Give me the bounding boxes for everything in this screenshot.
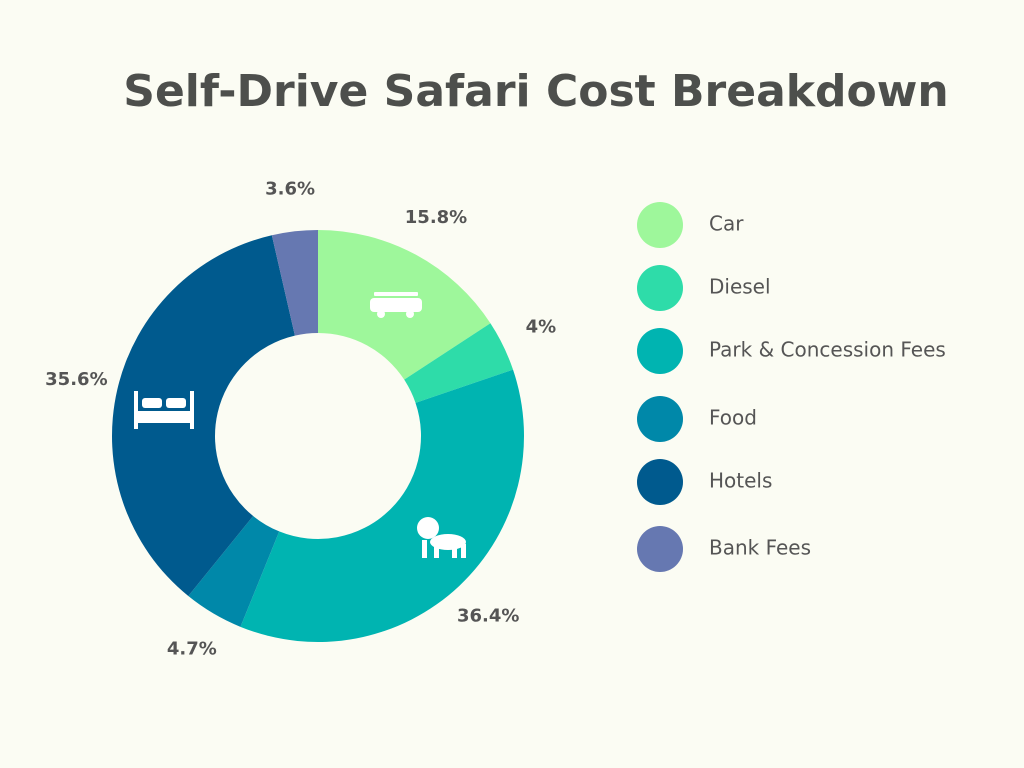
- value-labels: 15.8% 4% 36.4% 4.7% 35.6% 3.6%: [45, 179, 556, 660]
- donut-slice: [111, 235, 295, 597]
- lion-icon: [417, 517, 466, 558]
- legend: Car Diesel Park & Concession Fees Food Hotel…: [637, 202, 946, 572]
- bed-icon: [134, 391, 194, 429]
- legend-label: Bank Fees: [709, 536, 811, 560]
- value-label: 15.8%: [405, 207, 467, 228]
- legend-label: Car: [709, 212, 744, 236]
- legend-label: Park & Concession Fees: [709, 338, 946, 362]
- donut-slice: [271, 230, 318, 336]
- value-label: 35.6%: [45, 369, 107, 390]
- legend-swatch: [637, 328, 683, 374]
- car-icon: [370, 292, 422, 318]
- legend-swatch: [637, 526, 683, 572]
- legend-label: Hotels: [709, 469, 772, 493]
- icons: [134, 292, 466, 558]
- legend-swatch: [637, 396, 683, 442]
- value-label: 4%: [526, 316, 557, 337]
- legend-swatch: [637, 459, 683, 505]
- donut-slice: [404, 323, 514, 403]
- value-label: 4.7%: [167, 639, 217, 660]
- value-label: 36.4%: [457, 605, 519, 626]
- donut-slice: [240, 369, 525, 642]
- legend-swatch: [637, 265, 683, 311]
- legend-swatch: [637, 202, 683, 248]
- chart-title: Self-Drive Safari Cost Breakdown: [123, 66, 949, 117]
- legend-label: Food: [709, 406, 757, 430]
- legend-label: Diesel: [709, 275, 771, 299]
- donut-slice: [188, 516, 280, 627]
- value-label: 3.6%: [265, 179, 315, 200]
